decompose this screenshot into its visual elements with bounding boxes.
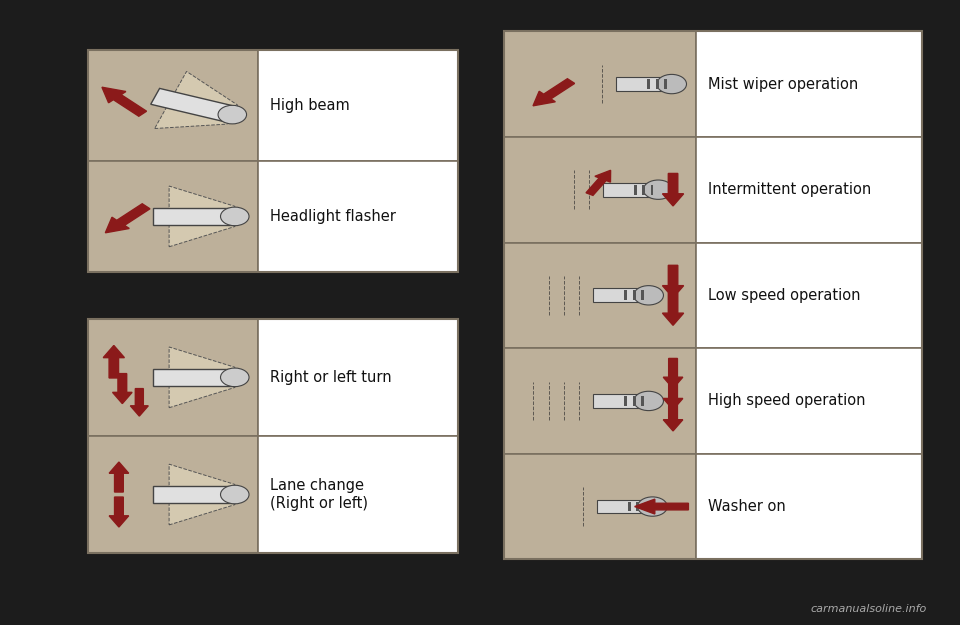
Bar bbox=[88, 319, 258, 436]
Circle shape bbox=[221, 368, 249, 387]
Bar bbox=[664, 79, 667, 89]
Bar bbox=[597, 499, 656, 514]
Bar bbox=[624, 396, 627, 406]
FancyArrow shape bbox=[663, 401, 683, 431]
Bar bbox=[258, 319, 458, 436]
Bar bbox=[696, 31, 922, 137]
Bar bbox=[628, 502, 631, 511]
Bar bbox=[88, 436, 258, 553]
Polygon shape bbox=[153, 208, 235, 225]
Bar bbox=[88, 50, 258, 161]
Bar bbox=[258, 161, 458, 272]
Text: Low speed operation: Low speed operation bbox=[708, 288, 860, 302]
Bar bbox=[88, 50, 458, 272]
Text: Mist wiper operation: Mist wiper operation bbox=[708, 76, 858, 91]
Text: High beam: High beam bbox=[270, 98, 349, 113]
Text: Right or left turn: Right or left turn bbox=[270, 370, 392, 385]
Bar bbox=[651, 185, 654, 194]
Bar bbox=[88, 319, 458, 553]
Text: Washer on: Washer on bbox=[708, 499, 785, 514]
Bar bbox=[504, 242, 696, 348]
Bar bbox=[645, 502, 648, 511]
Bar bbox=[642, 185, 645, 194]
Polygon shape bbox=[153, 486, 235, 503]
Bar bbox=[258, 50, 458, 161]
Bar bbox=[593, 288, 652, 302]
Circle shape bbox=[634, 391, 663, 411]
Bar bbox=[656, 79, 659, 89]
FancyArrow shape bbox=[635, 499, 688, 514]
Text: Headlight flasher: Headlight flasher bbox=[270, 209, 396, 224]
Bar bbox=[88, 161, 258, 272]
Bar bbox=[696, 348, 922, 454]
Bar bbox=[624, 291, 627, 300]
Text: carmanualsoline.info: carmanualsoline.info bbox=[810, 604, 926, 614]
Polygon shape bbox=[169, 347, 235, 408]
Bar bbox=[504, 31, 922, 559]
FancyArrow shape bbox=[109, 497, 129, 527]
Polygon shape bbox=[155, 71, 238, 129]
Circle shape bbox=[221, 207, 249, 226]
Circle shape bbox=[634, 286, 663, 305]
Bar bbox=[504, 454, 696, 559]
Circle shape bbox=[643, 180, 673, 199]
FancyArrow shape bbox=[662, 292, 684, 325]
FancyArrow shape bbox=[131, 389, 148, 416]
Bar bbox=[504, 31, 696, 137]
FancyArrow shape bbox=[663, 359, 683, 389]
Text: High speed operation: High speed operation bbox=[708, 394, 865, 409]
Bar bbox=[258, 436, 458, 553]
FancyArrow shape bbox=[663, 380, 683, 410]
Bar bbox=[636, 502, 639, 511]
FancyArrow shape bbox=[112, 374, 132, 404]
FancyArrow shape bbox=[106, 204, 150, 232]
Polygon shape bbox=[153, 369, 235, 386]
Bar bbox=[633, 291, 636, 300]
Circle shape bbox=[637, 497, 667, 516]
Polygon shape bbox=[169, 464, 235, 525]
FancyArrow shape bbox=[533, 79, 575, 106]
Bar bbox=[593, 394, 652, 408]
FancyArrow shape bbox=[662, 174, 684, 206]
Text: Lane change
(Right or left): Lane change (Right or left) bbox=[270, 478, 368, 511]
Bar bbox=[504, 137, 696, 242]
Bar bbox=[504, 348, 696, 454]
Bar bbox=[696, 137, 922, 242]
FancyArrow shape bbox=[586, 170, 611, 196]
Bar bbox=[616, 77, 675, 91]
Bar bbox=[696, 242, 922, 348]
Bar bbox=[633, 396, 636, 406]
Bar bbox=[696, 454, 922, 559]
Circle shape bbox=[218, 106, 247, 124]
FancyArrow shape bbox=[102, 88, 147, 116]
Polygon shape bbox=[169, 186, 235, 247]
Bar bbox=[641, 396, 644, 406]
Bar bbox=[647, 79, 650, 89]
Bar bbox=[634, 185, 636, 194]
Circle shape bbox=[221, 485, 249, 504]
Bar bbox=[603, 182, 661, 197]
FancyArrow shape bbox=[662, 265, 684, 298]
FancyArrow shape bbox=[104, 346, 125, 378]
Bar bbox=[641, 291, 644, 300]
Circle shape bbox=[657, 74, 686, 94]
Text: Intermittent operation: Intermittent operation bbox=[708, 182, 871, 198]
FancyArrow shape bbox=[109, 462, 129, 492]
Polygon shape bbox=[151, 88, 237, 122]
